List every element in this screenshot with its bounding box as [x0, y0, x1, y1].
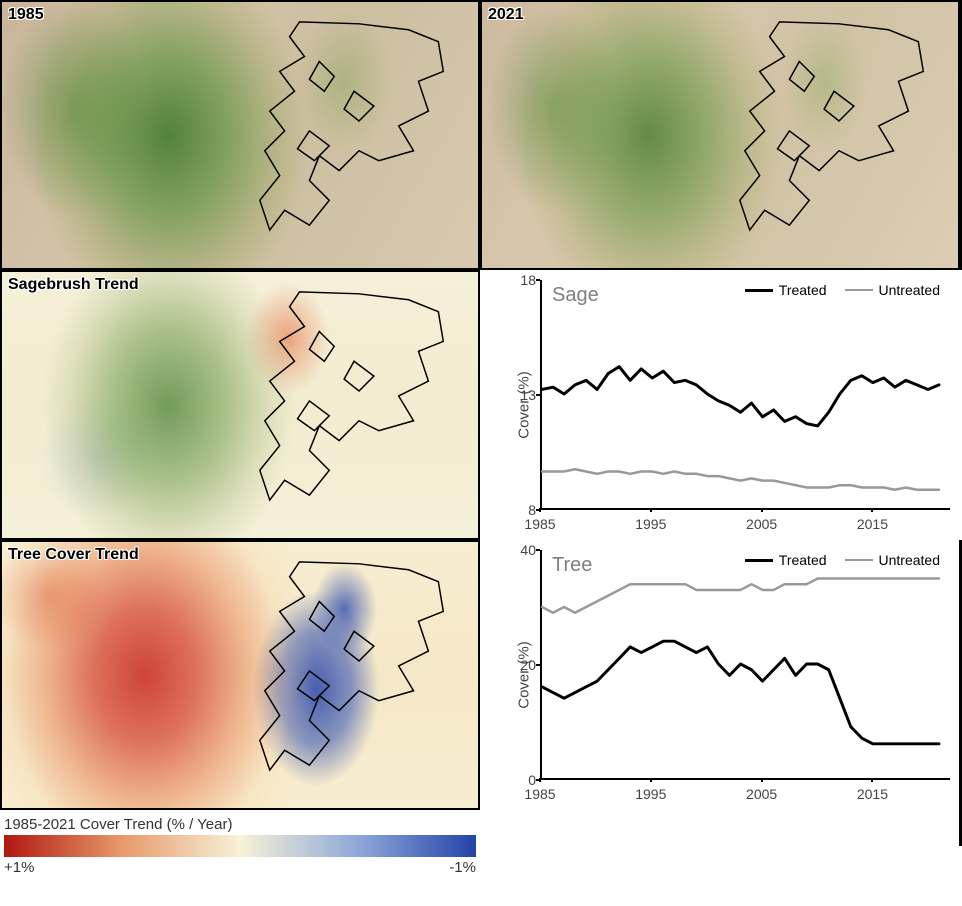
legend-swatch-treated — [745, 289, 773, 292]
x-tick-label: 1985 — [524, 516, 555, 532]
legend-label-treated: Treated — [779, 282, 827, 298]
legend-label-treated: Treated — [779, 552, 827, 568]
y-tick-mark — [536, 549, 540, 551]
tree-chart-area — [540, 550, 950, 780]
sage-chart-title: Sage — [552, 284, 599, 307]
map-label-2021: 2021 — [488, 6, 524, 24]
sage-y-label: Cover (%) — [515, 371, 532, 439]
tree-chart: Tree Cover (%) Treated Untreated 0204019… — [480, 540, 960, 810]
treatment-outline-sage — [2, 272, 478, 540]
colorbar-right-label: -1% — [449, 859, 476, 876]
y-tick-mark — [536, 279, 540, 281]
sage-legend: Treated Untreated — [745, 282, 940, 298]
y-tick-mark — [536, 394, 540, 396]
colorbar-left-label: +1% — [4, 859, 34, 876]
map-label-tree: Tree Cover Trend — [8, 546, 139, 564]
x-tick-mark — [871, 778, 873, 782]
x-tick-label: 2005 — [746, 516, 777, 532]
y-tick-label: 18 — [512, 272, 536, 288]
x-tick-label: 1985 — [524, 786, 555, 802]
legend-swatch-untreated — [845, 559, 873, 562]
legend-swatch-untreated — [845, 289, 873, 292]
colorbar-gradient — [4, 835, 476, 857]
sage-chart-area — [540, 280, 950, 510]
satellite-map-2021: 2021 — [480, 0, 960, 270]
x-tick-mark — [650, 508, 652, 512]
tree-cover-trend-map: Tree Cover Trend — [0, 540, 480, 810]
legend-item-untreated: Untreated — [845, 552, 940, 568]
x-tick-mark — [761, 778, 763, 782]
x-tick-mark — [539, 778, 541, 782]
legend-item-treated: Treated — [745, 282, 827, 298]
tree-chart-title: Tree — [552, 554, 592, 577]
sagebrush-trend-map: Sagebrush Trend — [0, 270, 480, 540]
x-tick-mark — [761, 508, 763, 512]
tree-legend: Treated Untreated — [745, 552, 940, 568]
tree-y-label: Cover (%) — [515, 641, 532, 709]
legend-item-treated: Treated — [745, 552, 827, 568]
sage-chart-svg — [542, 280, 950, 508]
treatment-outline-2021 — [482, 2, 958, 270]
tree-chart-svg — [542, 550, 950, 778]
legend-swatch-treated — [745, 559, 773, 562]
y-tick-label: 20 — [512, 657, 536, 673]
legend-item-untreated: Untreated — [845, 282, 940, 298]
x-tick-mark — [539, 508, 541, 512]
y-tick-label: 40 — [512, 542, 536, 558]
colorbar-section: 1985-2021 Cover Trend (% / Year) +1% -1% — [0, 810, 480, 882]
colorbar-title: 1985-2021 Cover Trend (% / Year) — [4, 816, 476, 833]
x-tick-label: 2005 — [746, 786, 777, 802]
x-tick-label: 1995 — [635, 786, 666, 802]
treatment-outline-tree — [2, 542, 478, 810]
legend-label-untreated: Untreated — [879, 552, 940, 568]
x-tick-label: 2015 — [857, 786, 888, 802]
x-tick-label: 2015 — [857, 516, 888, 532]
x-tick-mark — [871, 508, 873, 512]
satellite-map-1985: 1985 — [0, 0, 480, 270]
y-tick-label: 13 — [512, 387, 536, 403]
map-label-sagebrush: Sagebrush Trend — [8, 276, 139, 294]
y-tick-mark — [536, 664, 540, 666]
x-tick-mark — [650, 778, 652, 782]
treatment-outline-1985 — [2, 2, 478, 270]
colorbar-labels: +1% -1% — [4, 859, 476, 876]
x-tick-label: 1995 — [635, 516, 666, 532]
legend-label-untreated: Untreated — [879, 282, 940, 298]
map-label-1985: 1985 — [8, 6, 44, 24]
sage-chart: Sage Cover (%) Treated Untreated 8131819… — [480, 270, 960, 540]
